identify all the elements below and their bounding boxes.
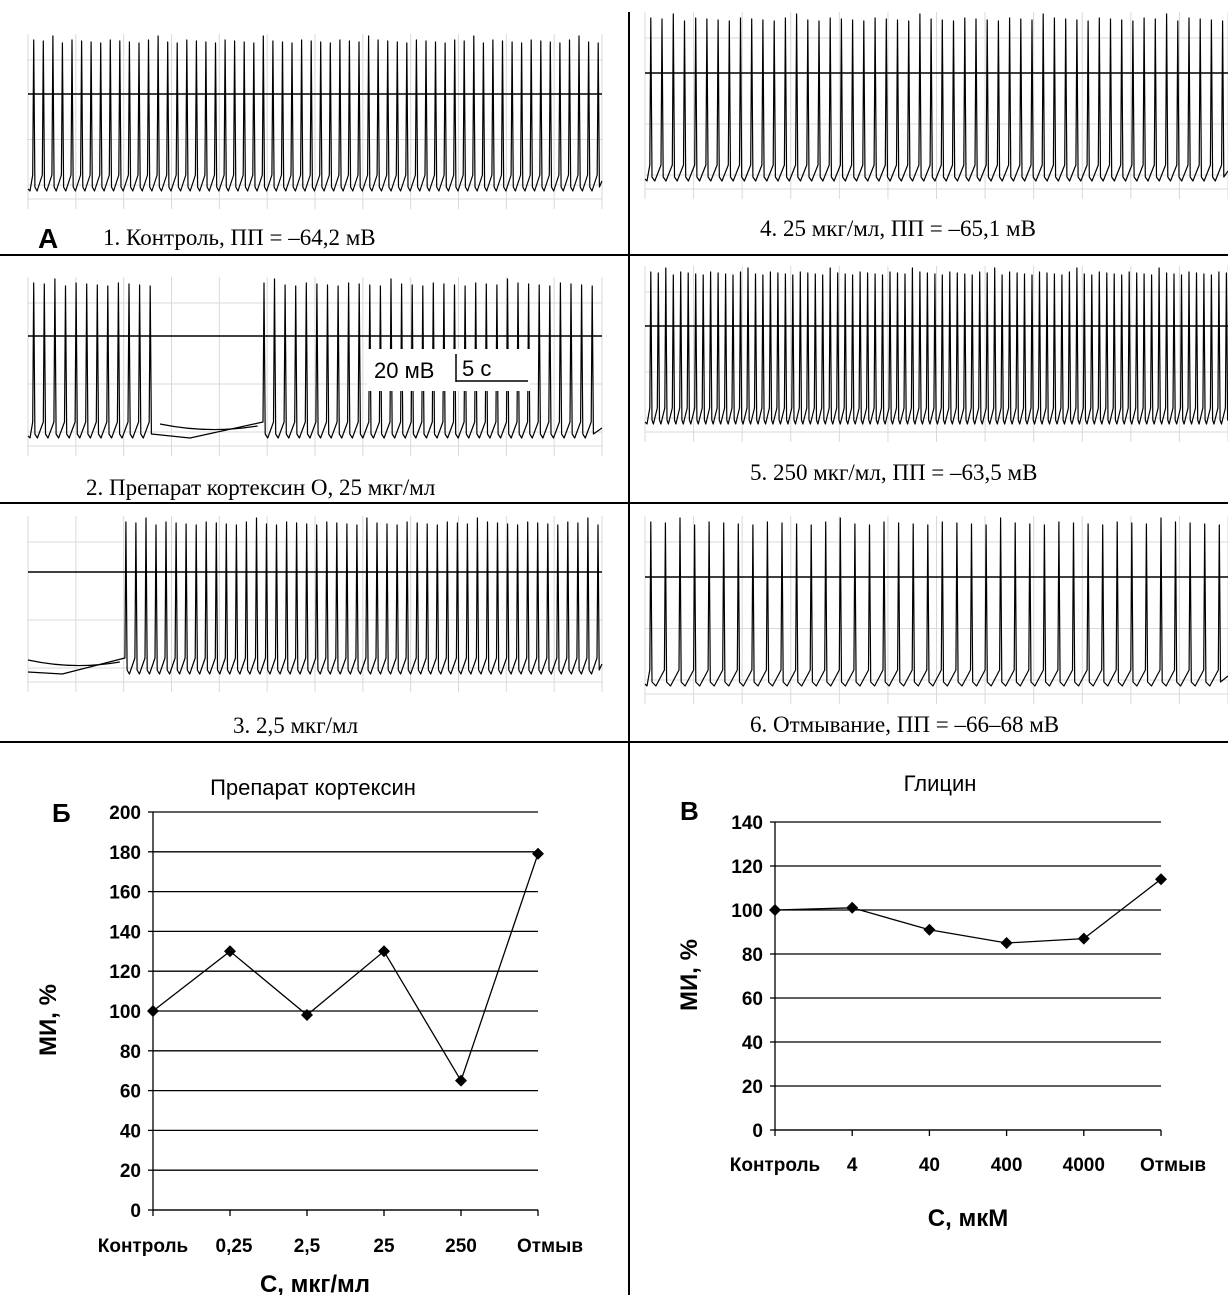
x-tick-label: Контроль bbox=[730, 1155, 820, 1176]
trace-grid bbox=[27, 34, 603, 209]
chart-b-letter: Б bbox=[52, 798, 71, 828]
trace-4 bbox=[644, 12, 1228, 199]
data-point bbox=[378, 945, 390, 958]
x-tick-label: 0,25 bbox=[216, 1236, 253, 1257]
x-tick-label: 4000 bbox=[1063, 1155, 1105, 1176]
panel-a-traces bbox=[27, 12, 1228, 704]
data-point bbox=[224, 945, 236, 958]
y-tick-label: 60 bbox=[120, 1082, 141, 1103]
trace-caption-5: 5. 250 мкг/мл, ПП = –63,5 мВ bbox=[750, 460, 1037, 485]
y-tick-label: 100 bbox=[109, 1002, 141, 1023]
y-tick-label: 160 bbox=[109, 883, 141, 904]
chart-b-plot: 0 20 40 60 80 100 120 140 160 180 200 Контроль 0,25 2… bbox=[98, 803, 583, 1257]
x-tick-label: 40 bbox=[919, 1155, 940, 1176]
data-point bbox=[923, 923, 936, 936]
trace-caption-6: 6. Отмывание, ПП = –66–68 мВ bbox=[750, 712, 1059, 737]
y-tick-label: 20 bbox=[120, 1161, 141, 1182]
trace-grid bbox=[27, 516, 603, 692]
trace-signal bbox=[644, 517, 1228, 687]
y-tick-label: 0 bbox=[130, 1201, 141, 1222]
panel-dividers bbox=[0, 12, 1228, 1295]
x-tick-label: 25 bbox=[373, 1236, 395, 1257]
chart-c-ylabel: МИ, % bbox=[676, 939, 703, 1011]
y-tick-label: 140 bbox=[731, 813, 763, 834]
chart-c-plot: 0 20 40 60 80 100 120 140 Контроль 4 40 400 4000 Отмы… bbox=[730, 813, 1206, 1176]
y-tick-label: 40 bbox=[120, 1121, 141, 1142]
x-tick-label: 400 bbox=[991, 1155, 1023, 1176]
data-point bbox=[1155, 873, 1167, 886]
trace-pause-segment bbox=[159, 423, 258, 431]
chart-c: В Глицин МИ, % С, мкМ 0 20 40 60 80 100 120 140… bbox=[676, 771, 1206, 1232]
y-tick-label: 140 bbox=[109, 922, 141, 943]
y-tick-label: 60 bbox=[742, 989, 763, 1010]
trace-2 bbox=[27, 277, 603, 456]
panel-a-letter: А bbox=[38, 223, 58, 254]
scale-bar: 20 мВ 5 с bbox=[367, 349, 530, 391]
y-tick-label: 200 bbox=[109, 803, 141, 824]
series-line bbox=[774, 878, 1162, 944]
x-tick-label: Отмыв bbox=[517, 1236, 583, 1257]
trace-6 bbox=[644, 516, 1228, 704]
chart-b-ylabel: МИ, % bbox=[35, 984, 62, 1056]
y-tick-label: 0 bbox=[752, 1121, 763, 1142]
data-point bbox=[532, 847, 544, 860]
trace-5 bbox=[644, 266, 1228, 442]
y-tick-label: 180 bbox=[109, 843, 141, 864]
trace-pause-segment bbox=[27, 659, 120, 667]
scale-bar-voltage: 20 мВ bbox=[374, 358, 434, 383]
chart-c-xlabel: С, мкМ bbox=[928, 1205, 1008, 1232]
x-tick-label: Контроль bbox=[98, 1236, 188, 1257]
trace-grid bbox=[644, 516, 1228, 704]
y-tick-label: 100 bbox=[731, 901, 763, 922]
y-tick-label: 120 bbox=[731, 857, 763, 878]
trace-caption-2: 2. Препарат кортексин О, 25 мкг/мл bbox=[86, 475, 435, 500]
trace-signal bbox=[27, 35, 603, 192]
data-point bbox=[1077, 932, 1090, 945]
data-point bbox=[1000, 937, 1013, 949]
trace-3 bbox=[27, 516, 603, 692]
trace-caption-4: 4. 25 мкг/мл, ПП = –65,1 мВ bbox=[760, 216, 1036, 241]
trace-signal bbox=[27, 517, 603, 675]
trace-signal bbox=[644, 13, 1228, 182]
data-point bbox=[846, 901, 859, 914]
y-tick-label: 120 bbox=[109, 962, 141, 983]
scale-bar-background bbox=[367, 349, 530, 391]
y-tick-label: 80 bbox=[742, 945, 763, 966]
x-tick-label: 2,5 bbox=[294, 1236, 321, 1257]
x-tick-label: 250 bbox=[445, 1236, 477, 1257]
x-tick-label: Отмыв bbox=[1140, 1155, 1206, 1176]
chart-b-xlabel: С, мкг/мл bbox=[260, 1271, 370, 1295]
y-tick-label: 80 bbox=[120, 1042, 141, 1063]
y-tick-label: 40 bbox=[742, 1033, 763, 1054]
data-point bbox=[769, 904, 781, 916]
chart-c-letter: В bbox=[680, 796, 699, 826]
trace-caption-3: 3. 2,5 мкг/мл bbox=[233, 713, 358, 738]
data-point bbox=[147, 1005, 159, 1017]
data-point bbox=[301, 1008, 313, 1021]
chart-b: Б Препарат кортексин МИ, % С, мкг/мл 0 20… bbox=[35, 775, 583, 1295]
data-point bbox=[455, 1074, 467, 1087]
y-tick-label: 20 bbox=[742, 1077, 763, 1098]
series-line bbox=[152, 853, 539, 1083]
chart-b-title: Препарат кортексин bbox=[210, 775, 416, 800]
trace-signal bbox=[644, 267, 1228, 425]
trace-caption-1: 1. Контроль, ПП = –64,2 мВ bbox=[103, 225, 376, 250]
trace-1 bbox=[27, 34, 603, 209]
chart-c-title: Глицин bbox=[904, 771, 977, 796]
scale-bar-time: 5 с bbox=[462, 356, 491, 381]
x-tick-label: 4 bbox=[847, 1155, 858, 1176]
